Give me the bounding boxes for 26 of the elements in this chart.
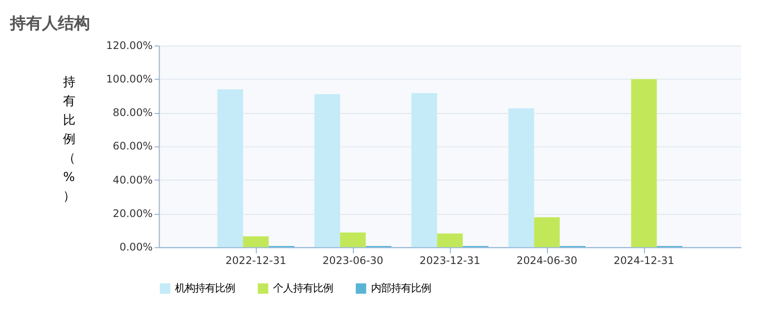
bar — [437, 234, 463, 248]
bar — [508, 108, 534, 248]
y-tick-label: 60.00% — [112, 140, 153, 153]
y-tick-label: 40.00% — [112, 174, 153, 186]
x-tick-label: 2024-06-30 — [516, 254, 578, 267]
bar — [411, 93, 438, 248]
bar — [631, 79, 657, 248]
x-tick-label: 2022-12-31 — [225, 254, 286, 267]
y-tick-label: 80.00% — [112, 107, 153, 120]
y-tick-label: 100.00% — [106, 73, 153, 86]
bar — [314, 94, 340, 248]
bar — [217, 89, 244, 248]
y-tick-label: 20.00% — [112, 208, 153, 220]
bar — [534, 217, 560, 248]
chart-title: 持有人结构 — [8, 13, 90, 32]
x-tick-label: 2023-12-31 — [420, 254, 480, 267]
x-tick-label: 2024-12-31 — [614, 254, 674, 267]
bar — [243, 236, 269, 248]
legend-label: 内部持有比例 — [370, 282, 431, 294]
y-axis-title: 持有比例（%） — [62, 74, 76, 204]
y-tick-label: 0.00% — [119, 241, 153, 254]
bar — [340, 232, 366, 248]
legend-label: 机构持有比例 — [175, 282, 236, 294]
x-tick-label: 2023-06-30 — [322, 254, 384, 267]
legend-label: 个人持有比例 — [272, 282, 333, 294]
y-tick-label: 120.00% — [106, 40, 153, 52]
